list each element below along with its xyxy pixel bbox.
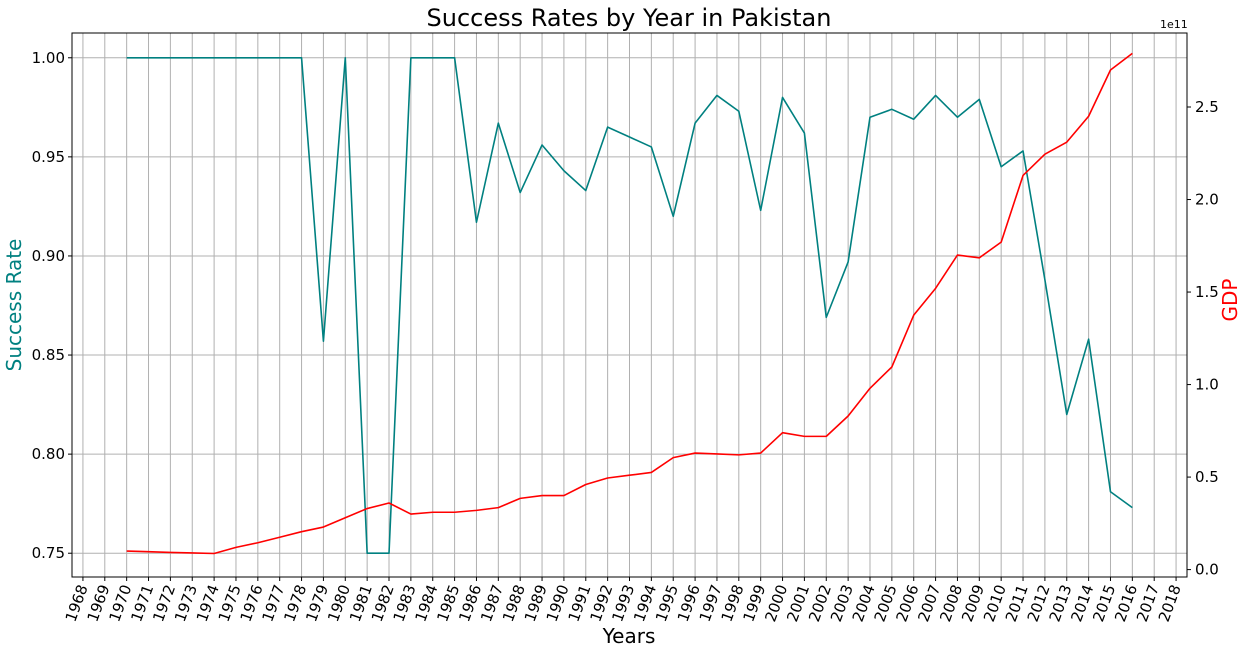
right-y-tick-label: 1.5 [1195,283,1219,301]
x-axis-label: Years [602,624,656,648]
left-y-tick-label: 0.85 [32,346,65,364]
right-y-tick-label: 0.0 [1195,561,1219,579]
grid [72,33,1187,577]
right-y-tick-label: 2.5 [1195,98,1219,116]
left-y-axis-label: Success Rate [2,239,26,372]
left-y-tick-label: 0.75 [32,544,65,562]
left-y-tick-label: 0.80 [32,445,65,463]
left-y-tick-label: 0.90 [32,247,65,265]
series-layer [126,52,1133,555]
right-y-axis-ticks: 0.0 0.5 1.0 1.5 2.0 2.5 [1187,98,1219,579]
left-y-axis-ticks: 0.75 0.80 0.85 0.90 0.95 1.00 [32,49,72,562]
right-y-tick-label: 1.0 [1195,376,1219,394]
chart-title: Success Rates by Year in Pakistan [427,4,832,32]
right-axis-offset-label: 1e11 [1160,18,1188,31]
series-line-success [126,56,1133,555]
right-y-tick-label: 2.0 [1195,191,1219,209]
left-y-tick-label: 1.00 [32,49,65,67]
right-y-axis-label: GDP [1218,279,1242,322]
x-axis-ticks: 1968196919701971197219731974197519761977… [62,577,1185,624]
left-y-tick-label: 0.95 [32,148,65,166]
series-line-gdp [126,52,1133,555]
right-y-tick-label: 0.5 [1195,468,1219,486]
